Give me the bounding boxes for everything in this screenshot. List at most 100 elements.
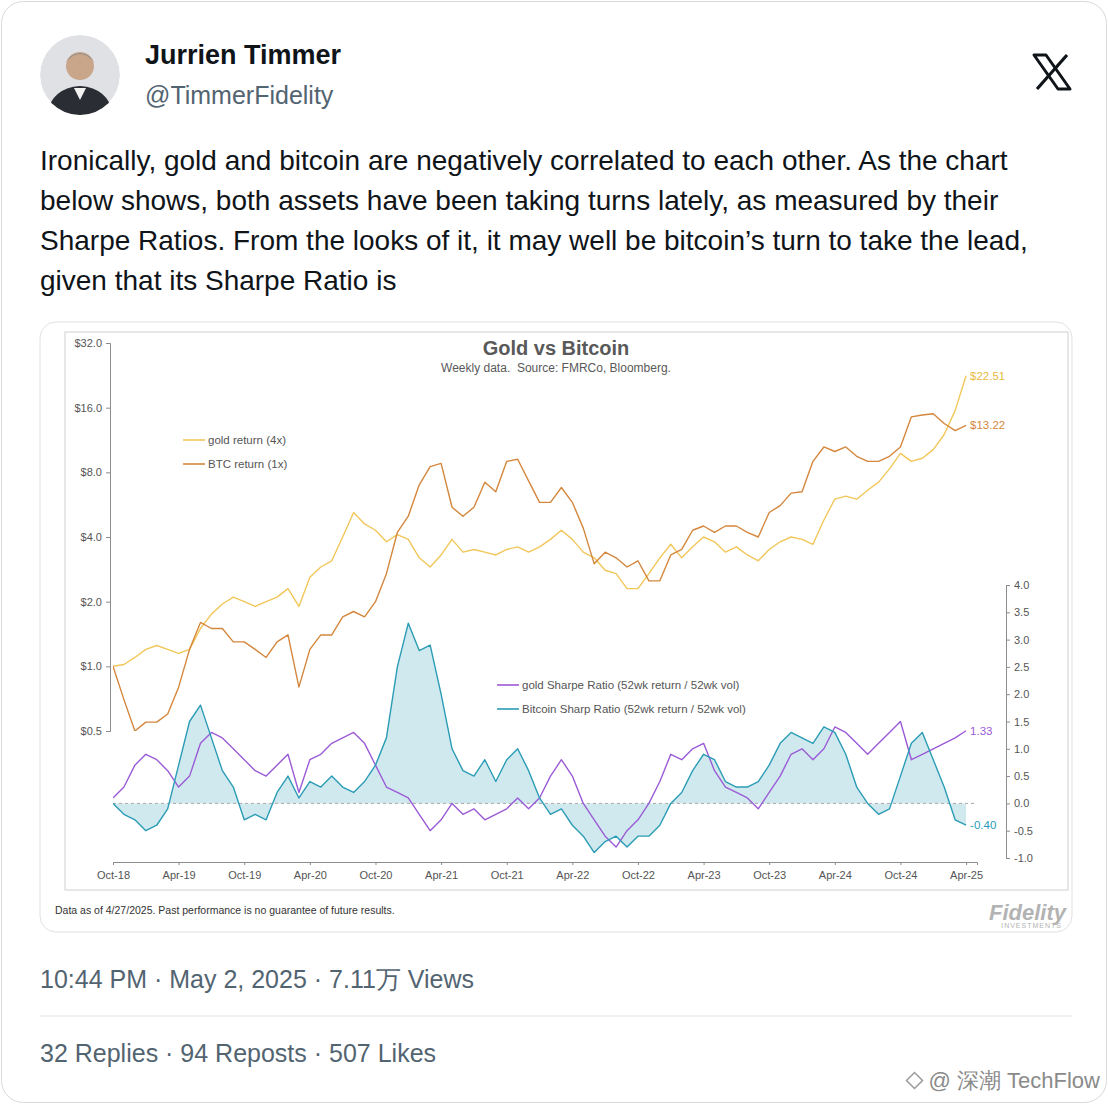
legend: gold return (4x) BTC return (1x) [183, 434, 287, 470]
tick-mark [106, 666, 110, 667]
tick-mark [106, 343, 110, 344]
tick-mark [1006, 612, 1010, 613]
tick-mark [1006, 831, 1010, 832]
chart-subtitle: Weekly data. Source: FMRCo, Bloomberg. [441, 361, 671, 375]
watermark: @ 深潮 TechFlow [929, 1068, 1101, 1093]
tick-mark [441, 862, 442, 865]
tick-label: Oct-22 [622, 869, 655, 881]
author-handle[interactable]: @TimmerFidelity [145, 81, 334, 109]
tick-mark [106, 472, 110, 473]
tick-label: $2.0 [81, 596, 102, 608]
tick: Oct-20 [359, 862, 392, 881]
tick: Oct-24 [884, 862, 917, 881]
tick-label: Oct-21 [491, 869, 524, 881]
text-line: below shows, both assets have been takin… [40, 185, 998, 216]
tick: Apr-20 [294, 862, 327, 881]
tick: 1.0 [1006, 743, 1029, 755]
tick-label: 1.0 [1014, 743, 1029, 755]
tick-mark [1006, 776, 1010, 777]
legend-swatch [497, 708, 519, 710]
tick: Oct-19 [228, 862, 261, 881]
tick-mark [106, 731, 110, 732]
tick: 2.0 [1006, 688, 1029, 700]
tick: 0.5 [1006, 770, 1029, 782]
tick-mark [1006, 640, 1010, 641]
tick: Apr-25 [950, 862, 983, 881]
tick-label: Apr-20 [294, 869, 327, 881]
legend-swatch [183, 439, 205, 441]
axis: -1.0-0.50.00.51.01.52.02.53.03.54.0 [1006, 579, 1033, 864]
axis: $0.5$1.0$2.0$4.0$8.0$16.0$32.0 [74, 337, 110, 737]
tick-mark [704, 862, 705, 865]
tick-mark [638, 862, 639, 865]
tick-label: Oct-18 [97, 869, 130, 881]
legend: gold Sharpe Ratio (52wk return / 52wk vo… [497, 679, 746, 715]
legend-label: BTC return (1x) [208, 458, 287, 470]
text-line: Ironically, gold and bitcoin are negativ… [40, 145, 1008, 176]
tick-label: Apr-24 [819, 869, 852, 881]
avatar-shirt[interactable] [74, 88, 86, 100]
tick-label: Oct-23 [753, 869, 786, 881]
tick: Apr-22 [556, 862, 589, 881]
tick-label: $0.5 [81, 725, 102, 737]
text-line: given that its Sharpe Ratio is [40, 265, 396, 296]
tweet-meta[interactable]: 10:44 PM · May 2, 2025 · 7.11万 Views [40, 965, 474, 993]
end-label: -0.40 [970, 819, 996, 831]
tick: $16.0 [74, 402, 110, 414]
avatar-body[interactable] [46, 86, 114, 118]
tick: 2.5 [1006, 661, 1029, 673]
tick-mark [1006, 694, 1010, 695]
tick-mark [507, 862, 508, 865]
tick-label: $8.0 [81, 466, 102, 478]
tick-mark [900, 862, 901, 865]
x-logo-stroke[interactable] [1034, 55, 1070, 89]
tweet-text: Ironically, gold and bitcoin are negativ… [40, 145, 1028, 296]
tick-label: 0.5 [1014, 770, 1029, 782]
legend-label: gold return (4x) [208, 434, 286, 446]
tick-label: Oct-24 [884, 869, 917, 881]
plot-area [113, 376, 966, 731]
tick-label: $32.0 [74, 337, 102, 349]
tick-label: 2.5 [1014, 661, 1029, 673]
plot-area [113, 623, 977, 852]
chart-note: Data as of 4/27/2025. Past performance i… [55, 904, 395, 916]
tick-label: $4.0 [81, 531, 102, 543]
tick-mark [113, 862, 114, 865]
tick: -1.0 [1006, 852, 1033, 864]
axis-line [1007, 586, 1011, 859]
tick: Oct-22 [622, 862, 655, 881]
tick-mark [106, 537, 110, 538]
author-name[interactable]: Jurrien Timmer [145, 40, 342, 70]
divider [40, 1016, 1072, 1017]
zero-line [113, 803, 977, 804]
line [113, 376, 966, 667]
tick-mark [1006, 749, 1010, 750]
tick-label: 4.0 [1014, 579, 1029, 591]
axis-line [114, 863, 978, 866]
line [113, 623, 966, 852]
avatar-head[interactable] [66, 52, 94, 80]
tweet-stats[interactable]: 32 Replies · 94 Reposts · 507 Likes [40, 1039, 436, 1067]
text-line: Sharpe Ratios. From the looks of it, it … [40, 225, 1028, 256]
avatar-hair[interactable] [66, 53, 94, 62]
tick-label: Oct-19 [228, 869, 261, 881]
avatar[interactable] [40, 35, 120, 118]
end-label: 1.33 [970, 725, 992, 737]
tick-label: 3.5 [1014, 606, 1029, 618]
legend-label: gold Sharpe Ratio (52wk return / 52wk vo… [522, 679, 739, 691]
tick-mark [1006, 667, 1010, 668]
tick-mark [244, 862, 245, 865]
tick: 1.5 [1006, 716, 1029, 728]
x-logo[interactable] [1034, 55, 1070, 89]
tick-label: 3.0 [1014, 634, 1029, 646]
tick: Apr-24 [819, 862, 852, 881]
tick: 4.0 [1006, 579, 1029, 591]
tick-label: -1.0 [1014, 852, 1033, 864]
tick-label: Apr-25 [950, 869, 983, 881]
axis: Oct-18Apr-19Oct-19Apr-20Oct-20Apr-21Oct-… [97, 862, 983, 881]
x-logo-stroke[interactable] [1037, 55, 1067, 89]
tick-label: $16.0 [74, 402, 102, 414]
tick-label: Apr-22 [556, 869, 589, 881]
card [2, 2, 1107, 1103]
chart-title: Gold vs Bitcoin [483, 337, 630, 359]
